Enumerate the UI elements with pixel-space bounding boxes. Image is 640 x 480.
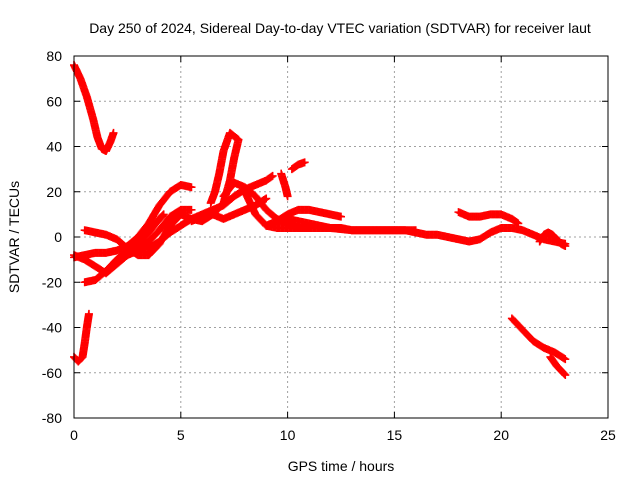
- data-point: [159, 210, 168, 219]
- series-arc-12: [272, 214, 420, 235]
- y-tick-label: -40: [42, 320, 62, 336]
- x-tick-label: 25: [600, 427, 616, 443]
- data-point: [514, 219, 523, 228]
- data-point: [262, 194, 271, 203]
- data-point: [109, 128, 118, 137]
- data-point: [300, 158, 309, 167]
- y-tick-label: 0: [54, 229, 62, 245]
- series-arc-17: [507, 314, 570, 364]
- data-point: [283, 192, 292, 201]
- y-axis-label: SDTVAR / TECUs: [6, 181, 22, 293]
- series-arc-14: [287, 158, 309, 174]
- series-arc-18: [546, 352, 570, 380]
- series-arc-15: [454, 208, 523, 228]
- chart-title: Day 250 of 2024, Sidereal Day-to-day VTE…: [89, 20, 591, 36]
- y-tick-label: -20: [42, 274, 62, 290]
- data-point: [206, 199, 215, 208]
- data-point: [337, 212, 345, 221]
- data-points: [70, 61, 570, 380]
- data-point: [158, 212, 167, 221]
- x-tick-label: 0: [70, 427, 78, 443]
- series-arc-2: [70, 309, 93, 366]
- data-point: [561, 355, 570, 364]
- data-point: [560, 370, 569, 379]
- series-arc-5: [80, 210, 168, 287]
- data-point: [411, 226, 420, 235]
- series-arc-16: [535, 228, 570, 251]
- data-point: [187, 183, 196, 192]
- x-axis-label: GPS time / hours: [288, 458, 395, 474]
- data-point: [268, 171, 277, 180]
- series-arc-8: [187, 194, 271, 226]
- data-point: [561, 242, 570, 251]
- y-tick-label: 40: [46, 139, 62, 155]
- series-arc-13: [277, 169, 292, 201]
- x-tick-label: 20: [493, 427, 509, 443]
- y-tick-label: -80: [42, 410, 62, 426]
- data-point: [561, 371, 570, 380]
- x-tick-label: 5: [177, 427, 185, 443]
- x-tick-label: 15: [387, 427, 403, 443]
- data-point: [158, 211, 167, 220]
- y-tick-label: 60: [46, 93, 62, 109]
- x-tick-label: 10: [280, 427, 296, 443]
- data-point: [84, 309, 93, 318]
- y-tick-label: 80: [46, 48, 62, 64]
- y-tick-label: 20: [46, 184, 62, 200]
- series-arc-6: [70, 180, 196, 262]
- y-tick-label: -60: [42, 365, 62, 381]
- series-arc-1: [70, 61, 118, 156]
- axes: 0 5 10 15 20 25 -80 -60 -40 -20 0 20 40 60 80: [42, 48, 616, 443]
- data-point: [187, 205, 196, 214]
